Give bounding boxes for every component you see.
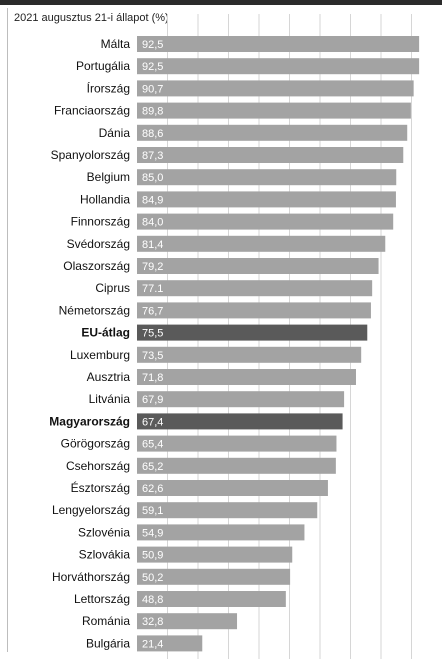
category-label: Belgium: [87, 170, 130, 184]
bar: [137, 191, 396, 208]
value-label: 92,5: [142, 61, 163, 73]
value-label: 81,4: [142, 239, 163, 251]
chart-subtitle: 2021 augusztus 21-i állapot (%): [14, 12, 169, 24]
value-label: 79,2: [142, 261, 163, 273]
bar: [137, 568, 291, 585]
value-label: 71,8: [142, 372, 163, 384]
value-label: 75,5: [142, 328, 163, 340]
category-label: Luxemburg: [70, 348, 130, 362]
category-label: Svédország: [67, 237, 130, 251]
category-label: EU-átlag: [81, 326, 130, 340]
bar: [137, 80, 414, 97]
category-label: Észtország: [71, 480, 130, 495]
category-label: Hollandia: [80, 192, 130, 206]
value-label: 50,9: [142, 550, 163, 562]
value-label: 85,0: [142, 172, 163, 184]
category-label: Dánia: [99, 126, 131, 140]
category-label: Csehország: [66, 459, 130, 473]
value-label: 77.1: [142, 283, 163, 295]
bar: [137, 524, 305, 541]
bar: [137, 235, 386, 252]
bar: [137, 391, 345, 408]
bar: [137, 169, 397, 186]
bar: [137, 324, 368, 341]
category-label: Litvánia: [89, 392, 131, 406]
bar: [137, 36, 420, 52]
value-label: 76,7: [142, 305, 163, 317]
category-label: Bulgária: [86, 636, 130, 650]
bar: [137, 457, 336, 474]
category-label: Görögország: [61, 437, 130, 451]
bar: [137, 58, 420, 75]
category-label: Málta: [101, 37, 131, 51]
value-label: 65,2: [142, 461, 163, 473]
bar: [137, 635, 203, 652]
category-label: Lengyelország: [52, 503, 130, 517]
category-label: Magyarország: [49, 414, 130, 428]
category-label: Ciprus: [95, 281, 130, 295]
value-label: 92,5: [142, 39, 163, 51]
value-label: 84,9: [142, 194, 163, 206]
bar: [137, 591, 286, 607]
category-label: Franciaország: [54, 104, 130, 118]
bar: [137, 502, 318, 519]
category-label: Spanyolország: [51, 148, 130, 162]
category-label: Írország: [87, 80, 130, 95]
value-label: 73,5: [142, 350, 163, 362]
bar: [137, 369, 356, 385]
value-label: 62,6: [142, 483, 163, 495]
value-label: 90,7: [142, 83, 163, 95]
bar: [137, 280, 373, 297]
category-label: Portugália: [76, 59, 130, 73]
bar: [137, 346, 362, 363]
category-label: Németország: [59, 303, 130, 317]
category-label: Olaszország: [63, 259, 130, 273]
bar: [137, 124, 408, 141]
category-label: Lettország: [74, 592, 130, 606]
category-label: Horváthország: [52, 570, 130, 584]
bar: [137, 302, 371, 319]
value-label: 67,9: [142, 394, 163, 406]
header-bar: [0, 0, 442, 5]
bar: [137, 480, 328, 496]
bar: [137, 213, 394, 230]
bar: [137, 102, 411, 119]
bar: [137, 258, 379, 274]
value-label: 59,1: [142, 505, 163, 517]
value-label: 50,2: [142, 572, 163, 584]
value-label: 84,0: [142, 217, 163, 229]
bar: [137, 613, 238, 630]
value-label: 48,8: [142, 594, 163, 606]
value-label: 65,4: [142, 439, 163, 451]
category-label: Románia: [82, 614, 130, 628]
value-label: 32,8: [142, 616, 163, 628]
category-label: Ausztria: [87, 370, 131, 384]
left-border: [7, 8, 8, 652]
value-label: 87,3: [142, 150, 163, 162]
value-label: 21,4: [142, 638, 163, 650]
value-label: 54,9: [142, 527, 163, 539]
bar: [137, 546, 293, 563]
value-label: 67,4: [142, 416, 163, 428]
value-label: 88,6: [142, 128, 163, 140]
category-label: Finnország: [71, 215, 130, 229]
bar: [137, 413, 343, 430]
category-label: Szlovénia: [78, 525, 130, 539]
category-label: Szlovákia: [79, 548, 131, 562]
value-label: 89,8: [142, 106, 163, 118]
bar: [137, 147, 404, 163]
bar: [137, 435, 337, 452]
